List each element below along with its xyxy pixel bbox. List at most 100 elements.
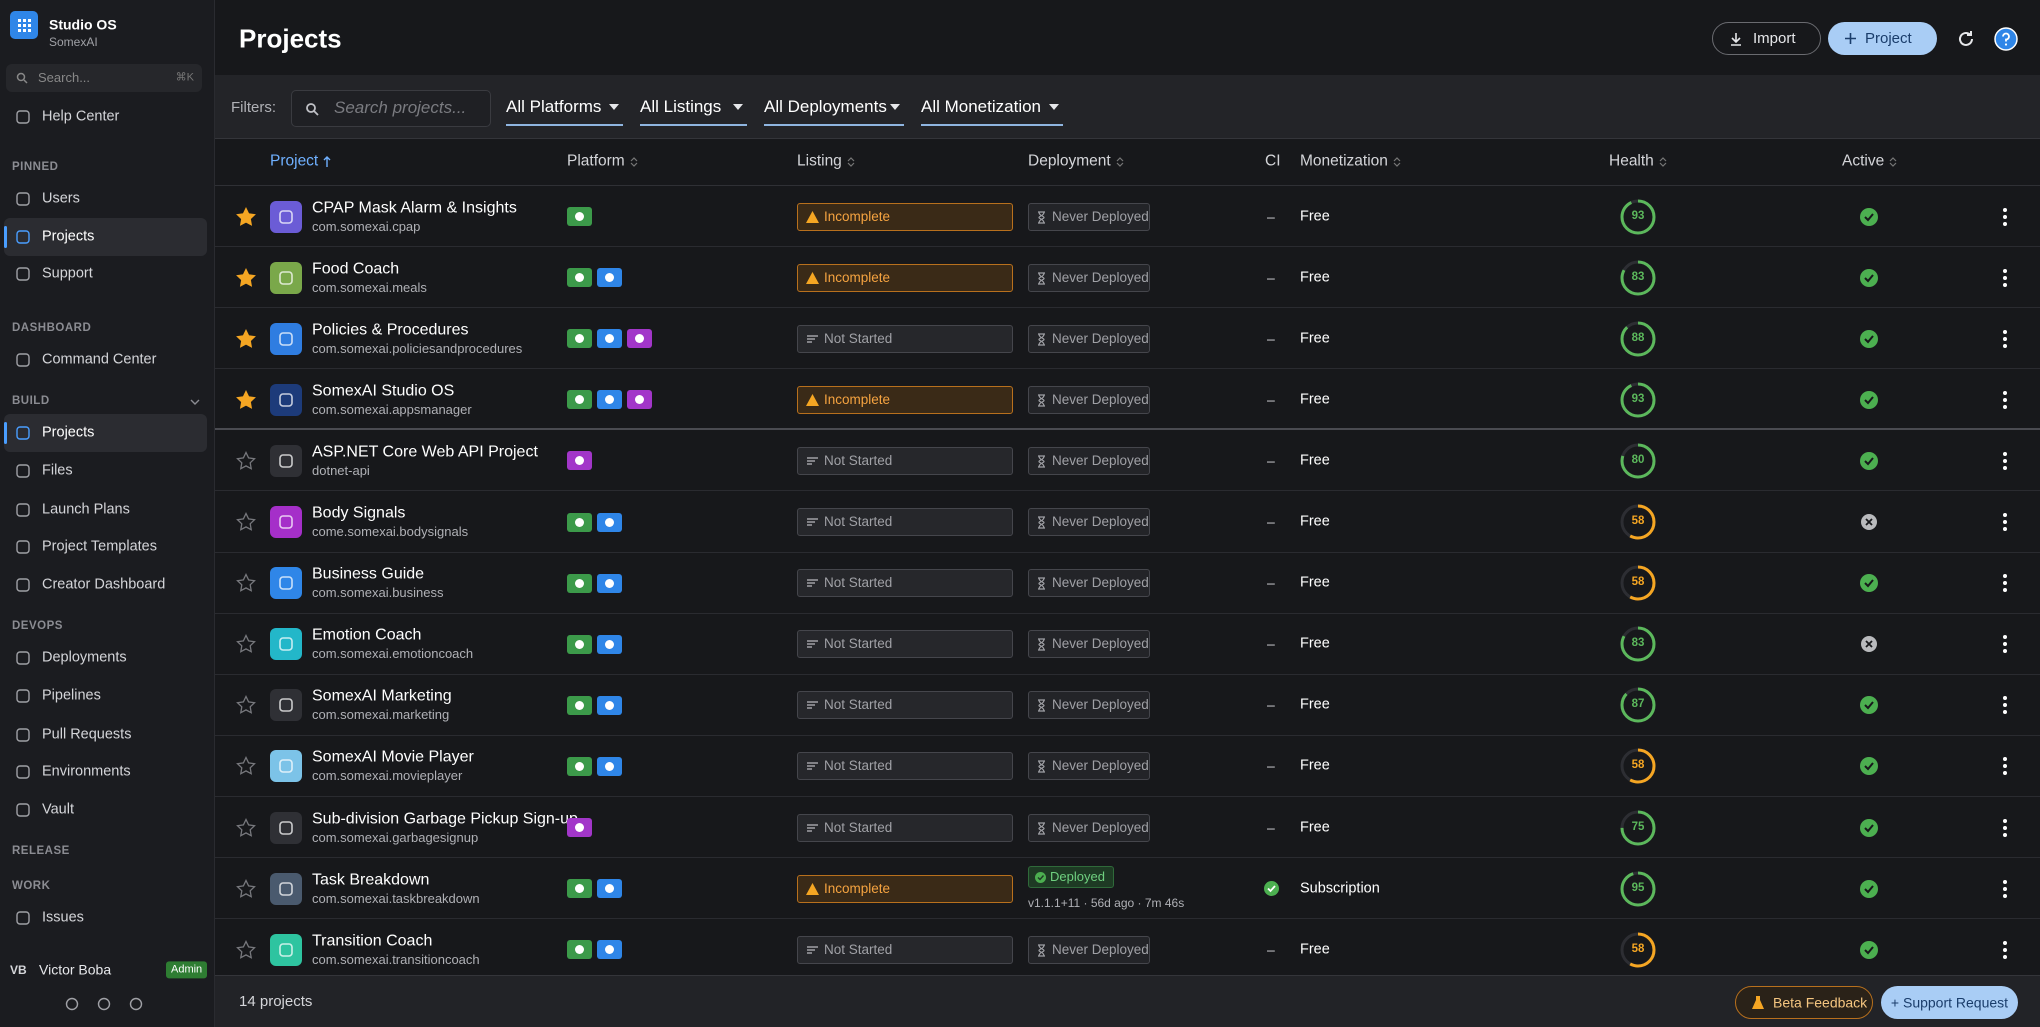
favorite-star[interactable]: [236, 817, 256, 838]
row-menu[interactable]: [2000, 818, 2010, 838]
favorite-star[interactable]: [236, 634, 256, 654]
active-status[interactable]: [1860, 390, 1878, 409]
project-name[interactable]: Emotion Coach: [312, 626, 422, 644]
nav-item[interactable]: Support: [42, 265, 93, 282]
favorite-star[interactable]: [236, 756, 256, 776]
column-header[interactable]: Deployment: [1028, 152, 1111, 170]
nav-item[interactable]: Help Center: [42, 108, 120, 125]
row-menu[interactable]: [2000, 390, 2010, 410]
table-row[interactable]: SomexAI Marketing com.somexai.marketing No…: [215, 675, 2040, 736]
row-menu[interactable]: [2000, 207, 2010, 227]
project-name[interactable]: Policies & Procedures: [312, 321, 469, 339]
row-menu[interactable]: [2000, 268, 2010, 288]
nav-item[interactable]: Vault: [42, 801, 74, 818]
project-name[interactable]: SomexAI Studio OS: [312, 382, 455, 400]
table-row[interactable]: Task Breakdown com.somexai.taskbreakdown I…: [215, 858, 2040, 920]
active-status[interactable]: [1860, 207, 1878, 226]
column-header[interactable]: Project: [270, 152, 319, 170]
project-name[interactable]: Transition Coach: [312, 932, 433, 950]
project-name[interactable]: SomexAI Marketing: [312, 687, 452, 705]
support-request-button[interactable]: + Support Request: [1881, 986, 2018, 1019]
table-row[interactable]: Policies & Procedures com.somexai.policie…: [215, 308, 2040, 370]
active-status[interactable]: [1860, 879, 1878, 898]
sidebar-footer-icon[interactable]: [129, 997, 143, 1011]
nav-item[interactable]: Pipelines: [42, 687, 101, 704]
favorite-star[interactable]: [236, 389, 256, 410]
column-header[interactable]: Active: [1842, 152, 1885, 170]
row-menu[interactable]: [2000, 634, 2010, 654]
row-menu[interactable]: [2000, 940, 2010, 960]
table-row[interactable]: SomexAI Studio OS com.somexai.appsmanager…: [215, 369, 2040, 431]
filter-dropdown[interactable]: All Platforms: [506, 91, 623, 126]
row-menu[interactable]: [2000, 879, 2010, 899]
favorite-star[interactable]: [236, 206, 256, 227]
refresh-button[interactable]: [1956, 29, 1976, 49]
active-status[interactable]: [1860, 696, 1878, 715]
nav-item[interactable]: Creator Dashboard: [42, 576, 166, 593]
active-status[interactable]: [1860, 268, 1878, 287]
project-name[interactable]: Food Coach: [312, 260, 400, 277]
project-name[interactable]: CPAP Mask Alarm & Insights: [312, 198, 517, 216]
favorite-star[interactable]: [236, 939, 256, 960]
nav-item[interactable]: Pull Requests: [42, 726, 132, 743]
active-status[interactable]: [1860, 513, 1878, 531]
sidebar-search[interactable]: Search... ⌘K: [6, 64, 202, 92]
filter-dropdown[interactable]: All Listings: [640, 91, 747, 126]
org-switcher[interactable]: SomexAI: [49, 34, 98, 49]
column-header[interactable]: Monetization: [1300, 152, 1388, 170]
table-row[interactable]: Sub-division Garbage Pickup Sign-up com.s…: [215, 797, 2040, 858]
active-status[interactable]: [1860, 940, 1878, 959]
table-row[interactable]: Food Coach com.somexai.meals Incomplete Nev…: [215, 247, 2040, 309]
table-row[interactable]: Emotion Coach com.somexai.emotioncoach Not…: [215, 614, 2040, 675]
project-name[interactable]: ASP.NET Core Web API Project: [312, 443, 538, 461]
active-status[interactable]: [1860, 635, 1878, 653]
project-name[interactable]: SomexAI Movie Player: [312, 748, 474, 766]
column-header[interactable]: CI: [1265, 152, 1281, 170]
project-name[interactable]: Business Guide: [312, 565, 425, 583]
table-row[interactable]: Business Guide com.somexai.business Not St…: [215, 553, 2040, 614]
favorite-star[interactable]: [236, 328, 256, 349]
filter-dropdown[interactable]: All Monetization: [921, 91, 1063, 126]
row-menu[interactable]: [2000, 329, 2010, 349]
table-row[interactable]: Body Signals come.somexai.bodysignals Not …: [215, 492, 2040, 553]
row-menu[interactable]: [2000, 451, 2010, 471]
table-row[interactable]: ASP.NET Core Web API Project dotnet-api No…: [215, 430, 2040, 492]
column-header[interactable]: Platform: [567, 152, 625, 170]
table-row[interactable]: Transition Coach com.somexai.transitionco…: [215, 919, 2040, 975]
nav-item[interactable]: Users: [42, 190, 80, 207]
sidebar-footer-icon[interactable]: [65, 997, 79, 1011]
nav-item[interactable]: Issues: [42, 909, 84, 926]
table-row[interactable]: SomexAI Movie Player com.somexai.moviepla…: [215, 736, 2040, 797]
active-status[interactable]: [1860, 451, 1878, 470]
nav-item[interactable]: Project Templates: [42, 538, 157, 555]
project-search[interactable]: Search projects...: [291, 90, 491, 127]
table-row[interactable]: CPAP Mask Alarm & Insights com.somexai.cp…: [215, 186, 2040, 247]
nav-item[interactable]: Projects: [42, 228, 95, 245]
active-status[interactable]: [1860, 818, 1878, 837]
nav-item[interactable]: Environments: [42, 763, 131, 780]
row-menu[interactable]: [2000, 573, 2010, 593]
nav-item[interactable]: Command Center: [42, 351, 157, 368]
favorite-star[interactable]: [236, 267, 256, 288]
row-menu[interactable]: [2000, 695, 2010, 715]
import-button[interactable]: Import: [1712, 22, 1821, 55]
help-button[interactable]: [1994, 27, 2018, 51]
filter-dropdown[interactable]: All Deployments: [764, 91, 904, 126]
active-status[interactable]: [1860, 329, 1878, 348]
user-name[interactable]: Victor Boba: [39, 961, 112, 978]
new-project-button[interactable]: Project: [1828, 22, 1937, 55]
project-name[interactable]: Sub-division Garbage Pickup Sign-up: [312, 809, 578, 827]
nav-item[interactable]: Projects: [42, 424, 95, 441]
sidebar-footer-icon[interactable]: [97, 997, 111, 1011]
project-name[interactable]: Body Signals: [312, 504, 406, 522]
favorite-star[interactable]: [236, 573, 256, 593]
active-status[interactable]: [1860, 757, 1878, 776]
row-menu[interactable]: [2000, 756, 2010, 776]
favorite-star[interactable]: [236, 450, 256, 471]
nav-item[interactable]: Deployments: [42, 649, 127, 666]
nav-item[interactable]: Files: [42, 462, 73, 479]
row-menu[interactable]: [2000, 512, 2010, 532]
project-name[interactable]: Task Breakdown: [312, 871, 430, 888]
active-status[interactable]: [1860, 574, 1878, 593]
favorite-star[interactable]: [236, 695, 256, 715]
